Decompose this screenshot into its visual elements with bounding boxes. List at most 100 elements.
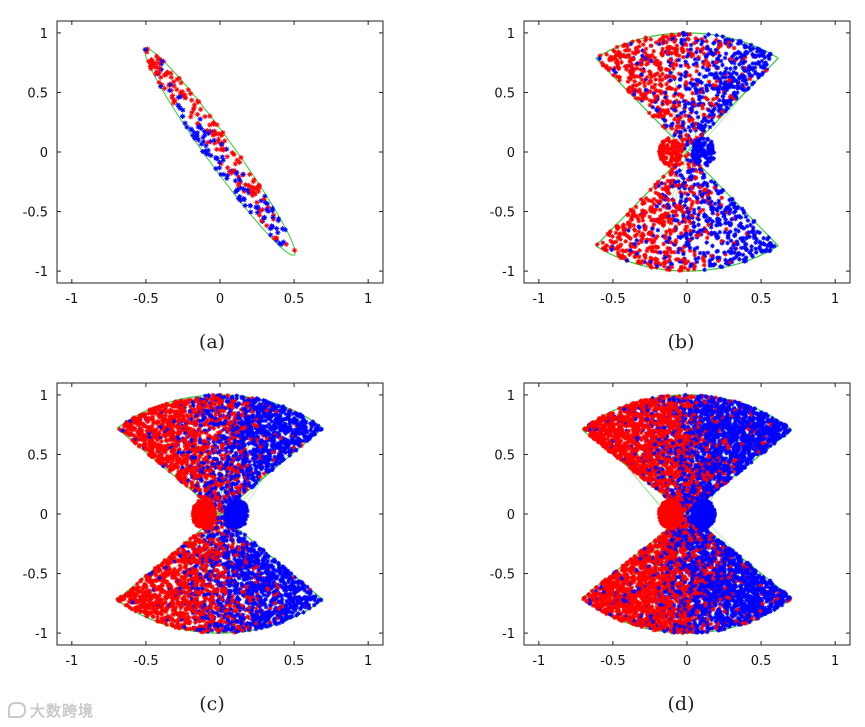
point-blue [286,576,292,582]
point-red [207,113,213,119]
point-red [184,611,190,617]
point-red [705,97,710,102]
point-blue [632,241,637,247]
point-blue [236,433,241,439]
point-blue [688,42,694,48]
point-blue [690,123,696,129]
point-red [661,174,666,180]
point-blue [183,569,188,575]
point-blue [724,205,729,211]
point-blue [288,604,293,609]
point-blue [719,264,725,270]
point-red [163,417,169,422]
point-blue [228,485,234,490]
point-blue [691,62,697,67]
point-red [231,410,237,416]
point-red [731,45,737,51]
point-blue [753,250,759,255]
point-blue [677,246,683,251]
point-red [206,407,211,413]
point-blue [275,590,281,596]
point-red [674,52,679,58]
point-red [133,608,138,614]
point-blue [716,201,722,206]
point-blue [725,220,731,226]
point-blue [704,88,710,93]
point-red [259,206,266,213]
point-blue [666,235,672,241]
point-blue [234,396,239,402]
point-red [144,613,150,619]
point-red [659,108,664,114]
point-blue [685,32,690,37]
point-blue [757,52,763,58]
point-red [610,234,615,239]
point-blue [245,416,251,422]
point-blue [284,426,290,432]
point-red [669,74,675,79]
point-red [174,456,180,462]
point-red [190,469,196,475]
point-red [229,460,235,465]
point-red [195,480,201,486]
point-red [643,36,649,42]
point-blue [758,64,764,70]
point-blue [272,403,277,409]
y-tick-label: -0.5 [490,206,515,221]
point-red [685,267,691,272]
point-red [638,92,644,97]
point-red [156,587,162,592]
point-blue [706,148,712,153]
point-blue [733,227,739,233]
point-blue [743,255,749,260]
point-blue [223,489,228,494]
point-red [241,188,247,194]
point-blue [679,192,685,197]
point-red [676,71,682,77]
point-blue [732,246,738,252]
point-blue [718,58,724,64]
point-red [669,86,675,91]
point-blue [702,34,708,40]
point-blue [697,71,702,77]
point-blue [734,254,739,260]
point-red [671,156,677,162]
point-red [252,185,258,191]
point-red [687,32,693,37]
point-red [675,154,681,160]
point-blue [684,196,689,202]
point-blue [717,53,722,59]
point-blue [696,158,702,164]
point-red [656,109,662,115]
point-blue [219,521,224,526]
point-red [176,567,182,573]
point-red [201,545,206,551]
point-red [154,427,159,432]
point-red [231,630,237,635]
point-blue [712,230,717,236]
point-blue [746,230,752,235]
point-red [694,233,699,239]
point-red [699,36,704,42]
point-red [672,75,677,80]
point-red [150,454,155,460]
point-blue [279,599,284,605]
point-red [630,72,636,77]
point-blue [216,165,223,171]
point-blue [211,478,217,484]
point-red [716,114,722,119]
point-blue [718,111,724,117]
point-red [671,66,676,71]
point-red [655,71,660,76]
point-red [146,58,152,64]
point-red [224,154,230,160]
point-blue [219,141,225,147]
point-blue [700,90,706,95]
point-blue [188,439,194,445]
point-blue [609,247,614,253]
point-blue [265,558,271,564]
point-red [170,597,176,602]
point-blue [666,213,672,219]
point-blue [734,56,740,61]
point-blue [205,151,211,157]
